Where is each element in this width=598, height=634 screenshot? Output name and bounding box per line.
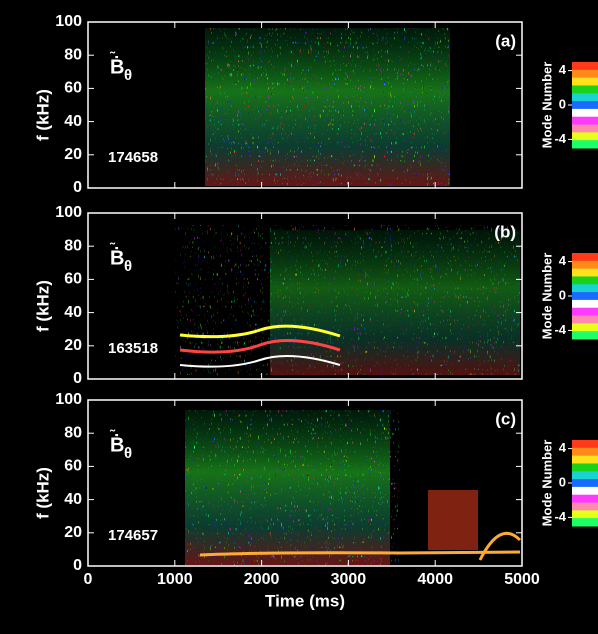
- colorbar-swatch: [572, 108, 598, 118]
- signal-tilde: ˜: [109, 427, 116, 443]
- y-tick-label: 20: [64, 146, 82, 163]
- y-tick-label: 100: [55, 13, 82, 30]
- shot-number: 163518: [108, 340, 158, 357]
- colorbar-swatch: [572, 284, 598, 293]
- colorbar-swatch: [572, 510, 598, 519]
- plot-frame: [87, 399, 523, 567]
- plot-frame: [87, 212, 523, 380]
- colorbar-tick-label: 4: [559, 253, 567, 268]
- colorbar-label: Mode Number: [539, 440, 554, 527]
- y-tick-label: 40: [64, 304, 82, 321]
- y-tick-label: 0: [73, 557, 82, 574]
- y-axis-label: f (kHz): [33, 467, 52, 519]
- colorbar-swatch: [572, 132, 598, 141]
- colorbar-swatch: [572, 85, 598, 94]
- colorbar-tick-label: 4: [559, 62, 567, 77]
- y-tick-label: 80: [64, 237, 82, 254]
- colorbar-swatch: [572, 463, 598, 472]
- plot-frame: [87, 21, 523, 189]
- x-tick-label: 0: [84, 571, 93, 588]
- y-tick-label: 20: [64, 337, 82, 354]
- y-tick-label: 100: [55, 391, 82, 408]
- signal-subscript: θ: [124, 258, 132, 275]
- x-tick-label: 2000: [244, 571, 280, 588]
- colorbar-swatch: [572, 77, 598, 86]
- y-tick-label: 80: [64, 46, 82, 63]
- y-axis-label: f (kHz): [33, 89, 52, 141]
- x-tick-label: 5000: [504, 571, 540, 588]
- colorbar-swatch: [572, 315, 598, 324]
- y-tick-label: 40: [64, 113, 82, 130]
- colorbar-tick-label: -4: [554, 509, 566, 524]
- colorbar-swatch: [572, 260, 598, 270]
- texture: [175, 28, 522, 565]
- y-tick-label: 0: [73, 179, 82, 196]
- colorbar-label: Mode Number: [539, 62, 554, 149]
- colorbar-swatch: [572, 140, 598, 149]
- colorbar-swatch: [572, 471, 598, 480]
- x-tick-label: 3000: [331, 571, 367, 588]
- colorbar-swatch: [572, 307, 598, 317]
- colorbar-tick-label: -4: [554, 322, 566, 337]
- colorbar-swatch: [572, 494, 598, 504]
- y-tick-label: 60: [64, 80, 82, 97]
- y-tick-label: 40: [64, 491, 82, 508]
- colorbar-swatch: [572, 486, 598, 496]
- colorbar-swatch: [572, 62, 598, 71]
- x-axis-label: Time (ms): [265, 591, 345, 610]
- y-tick-label: 60: [64, 271, 82, 288]
- y-tick-label: 20: [64, 524, 82, 541]
- colorbar-swatch: [572, 116, 598, 126]
- colorbar-swatch: [572, 253, 598, 262]
- colorbar-swatch: [572, 93, 598, 102]
- colorbar-swatch: [572, 299, 598, 309]
- colorbar-swatch: [572, 447, 598, 457]
- colorbar-tick-label: 4: [559, 440, 567, 455]
- x-tick-label: 1000: [157, 571, 193, 588]
- colorbar-swatch: [572, 69, 598, 79]
- colorbar-swatch: [572, 455, 598, 464]
- colorbar-swatch: [572, 502, 598, 511]
- colorbar-swatch: [572, 323, 598, 332]
- y-tick-label: 0: [73, 370, 82, 387]
- colorbar-tick-label: -4: [554, 131, 566, 146]
- colorbar-swatch: [572, 292, 598, 301]
- colorbar-swatch: [572, 479, 598, 488]
- colorbar-swatch: [572, 101, 598, 110]
- panel-label: (a): [495, 31, 516, 50]
- colorbar-tick-label: 0: [559, 474, 566, 489]
- colorbar-label: Mode Number: [539, 253, 554, 340]
- colorbar-swatch: [572, 124, 598, 133]
- shot-number: 174657: [108, 527, 158, 544]
- signal-symbol: Ḃ: [110, 246, 124, 269]
- panel-label: (b): [494, 222, 516, 241]
- y-tick-label: 80: [64, 424, 82, 441]
- signal-tilde: ˜: [109, 49, 116, 65]
- colorbar-swatch: [572, 518, 598, 527]
- colorbar-swatch: [572, 268, 598, 277]
- y-tick-label: 100: [55, 204, 82, 221]
- signal-subscript: θ: [124, 67, 132, 84]
- shot-number: 174658: [108, 149, 158, 166]
- x-tick-label: 4000: [417, 571, 453, 588]
- panel-label: (c): [495, 409, 516, 428]
- colorbar-swatch: [572, 276, 598, 285]
- y-axis-label: f (kHz): [33, 280, 52, 332]
- colorbar-tick-label: 0: [559, 287, 566, 302]
- signal-symbol: Ḃ: [110, 433, 124, 456]
- signal-tilde: ˜: [109, 240, 116, 256]
- signal-subscript: θ: [124, 445, 132, 462]
- colorbar-swatch: [572, 331, 598, 340]
- colorbar-tick-label: 0: [559, 96, 566, 111]
- y-tick-label: 60: [64, 458, 82, 475]
- signal-symbol: Ḃ: [110, 55, 124, 78]
- colorbar-swatch: [572, 440, 598, 449]
